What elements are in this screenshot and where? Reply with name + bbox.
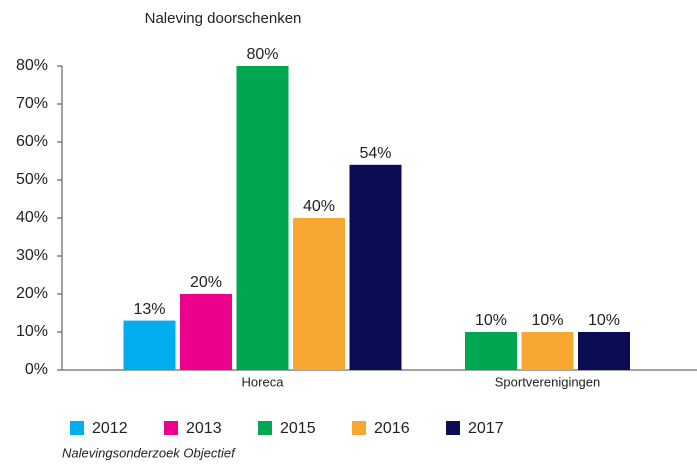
legend-label: 2012 bbox=[92, 420, 128, 437]
legend-label: 2015 bbox=[280, 420, 316, 437]
value-label: 13% bbox=[133, 301, 165, 318]
bar bbox=[465, 332, 517, 370]
x-tick-label: Sportverenigingen bbox=[495, 374, 601, 389]
bar bbox=[521, 332, 574, 370]
bar bbox=[123, 320, 176, 370]
legend-swatch bbox=[164, 421, 178, 435]
value-label: 40% bbox=[303, 198, 335, 215]
bar bbox=[236, 66, 289, 370]
bar bbox=[293, 218, 345, 370]
y-tick-label: 40% bbox=[16, 209, 48, 226]
legend-label: 2013 bbox=[186, 420, 222, 437]
y-tick-label: 60% bbox=[16, 133, 48, 150]
y-tick-label: 20% bbox=[16, 285, 48, 302]
value-label: 10% bbox=[475, 312, 507, 329]
x-tick-label: Horeca bbox=[242, 374, 285, 389]
legend-swatch bbox=[352, 421, 366, 435]
legend-swatch bbox=[70, 421, 84, 435]
legend-label: 2017 bbox=[468, 420, 504, 437]
legend-swatch bbox=[446, 421, 460, 435]
source-note: Nalevingsonderzoek Objectief bbox=[62, 445, 236, 460]
y-tick-label: 30% bbox=[16, 247, 48, 264]
value-label: 10% bbox=[531, 312, 563, 329]
y-tick-label: 10% bbox=[16, 323, 48, 340]
y-tick-label: 0% bbox=[25, 361, 48, 378]
y-tick-label: 80% bbox=[16, 57, 48, 74]
value-label: 20% bbox=[190, 274, 222, 291]
value-label: 54% bbox=[359, 145, 391, 162]
legend-label: 2016 bbox=[374, 420, 410, 437]
bar bbox=[349, 164, 402, 370]
y-tick-label: 50% bbox=[16, 171, 48, 188]
y-tick-label: 70% bbox=[16, 95, 48, 112]
bar bbox=[578, 332, 630, 370]
legend-swatch bbox=[258, 421, 272, 435]
value-label: 80% bbox=[246, 46, 278, 63]
bar bbox=[180, 294, 232, 370]
chart-title: Naleving doorschenken bbox=[145, 10, 302, 27]
value-label: 10% bbox=[588, 312, 620, 329]
